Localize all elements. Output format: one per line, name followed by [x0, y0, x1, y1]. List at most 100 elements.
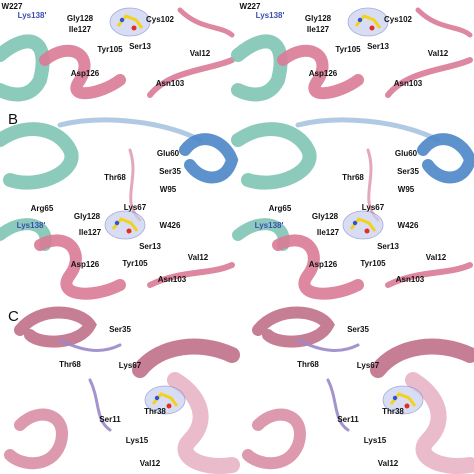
residue-label: Asp126	[309, 260, 338, 269]
panel-letter: C	[8, 308, 19, 325]
ribbon	[296, 338, 360, 352]
residue-label: Thr68	[342, 173, 364, 182]
residue-label: Ser11	[337, 415, 359, 424]
residue-label: Tyr105	[360, 259, 386, 268]
residue-label: Asp126	[309, 69, 338, 78]
ribbon	[252, 306, 335, 348]
residue-label: Ser35	[347, 325, 369, 334]
residue-label: Ile127	[79, 228, 102, 237]
ribbon	[370, 338, 474, 378]
residue-label: Lys67	[357, 361, 380, 370]
residue-label: Lys67	[362, 203, 385, 212]
density-mesh	[144, 385, 186, 415]
residue-label: Thr38	[382, 407, 404, 416]
atom	[392, 395, 398, 401]
residue-label: Asp126	[71, 69, 100, 78]
residue-label: Ser11	[99, 415, 121, 424]
ribbon	[147, 262, 235, 288]
density-mesh	[104, 210, 146, 240]
residue-label: Val12	[428, 49, 449, 58]
ribbon	[231, 122, 317, 190]
atom	[364, 228, 370, 234]
residue-label: Arg65	[31, 204, 54, 213]
residue-label: Gly128	[305, 14, 332, 23]
residue-label: Tyr105	[122, 259, 148, 268]
residue-label: W426	[160, 221, 181, 230]
residue-label: Asn103	[396, 275, 425, 284]
ribbon	[179, 133, 239, 184]
residue-label: Cys102	[384, 15, 413, 24]
atom	[357, 17, 363, 23]
residue-label: Gly128	[67, 14, 94, 23]
residue-label: Ser35	[159, 167, 181, 176]
ribbon	[147, 57, 235, 98]
atom	[114, 220, 120, 226]
residue-label: W95	[160, 185, 177, 194]
ribbon	[0, 34, 50, 102]
atom	[369, 25, 375, 31]
density-mesh	[382, 385, 424, 415]
residue-label: Ser13	[129, 42, 151, 51]
residue-label: Ser13	[377, 242, 399, 251]
residue-label: Thr68	[59, 360, 81, 369]
atom	[131, 25, 137, 31]
ribbon	[34, 234, 126, 300]
residue-label: Arg65	[269, 204, 292, 213]
panel-letter: B	[8, 111, 18, 128]
residue-label: Lys67	[124, 203, 147, 212]
residue-label: Ile127	[307, 25, 330, 34]
atom	[154, 395, 160, 401]
ribbon	[39, 44, 126, 100]
ribbon	[242, 408, 306, 470]
residue-label: Ile127	[317, 228, 340, 237]
ribbon	[57, 117, 203, 143]
atom	[126, 228, 132, 234]
ribbon	[177, 7, 235, 38]
residue-label: Lys67	[119, 361, 142, 370]
residue-label: Lys138'	[256, 11, 285, 20]
residue-label: Thr38	[144, 407, 166, 416]
residue-label: Val12	[426, 253, 447, 262]
ribbon	[415, 7, 473, 38]
residue-label: Lys15	[364, 436, 387, 445]
residue-label: W227	[240, 2, 261, 11]
residue-label: Glu60	[395, 149, 418, 158]
ribbon	[14, 306, 97, 348]
density-mesh	[342, 210, 384, 240]
ribbon	[88, 378, 112, 432]
residue-label: Asp126	[71, 260, 100, 269]
residue-label: Cys102	[146, 15, 175, 24]
residue-label: Lys138'	[18, 11, 47, 20]
residue-label: Ser13	[367, 42, 389, 51]
residue-label: Asn103	[158, 275, 187, 284]
atom	[119, 17, 125, 23]
ribbon	[4, 408, 68, 470]
ribbon	[405, 372, 474, 474]
ribbon	[132, 338, 240, 378]
residue-label: Lys15	[126, 436, 149, 445]
ribbon	[295, 117, 441, 143]
residue-label: Ile127	[69, 25, 92, 34]
ribbon	[385, 262, 473, 288]
residue-label: Thr68	[297, 360, 319, 369]
density-mesh	[347, 7, 389, 37]
ribbon	[417, 133, 474, 184]
ribbon	[0, 122, 79, 190]
residue-label: Val12	[190, 49, 211, 58]
residue-label: Asn103	[156, 79, 185, 88]
residue-label: Val12	[378, 459, 399, 468]
ribbon	[326, 378, 350, 432]
residue-label: Val12	[140, 459, 161, 468]
residue-label: W227	[2, 2, 23, 11]
residue-label: Val12	[188, 253, 209, 262]
ribbon	[272, 234, 364, 300]
residue-label: W95	[398, 185, 415, 194]
residue-label: Lys138'	[255, 221, 284, 230]
ribbon	[58, 338, 122, 352]
atom	[166, 403, 172, 409]
atom	[404, 403, 410, 409]
